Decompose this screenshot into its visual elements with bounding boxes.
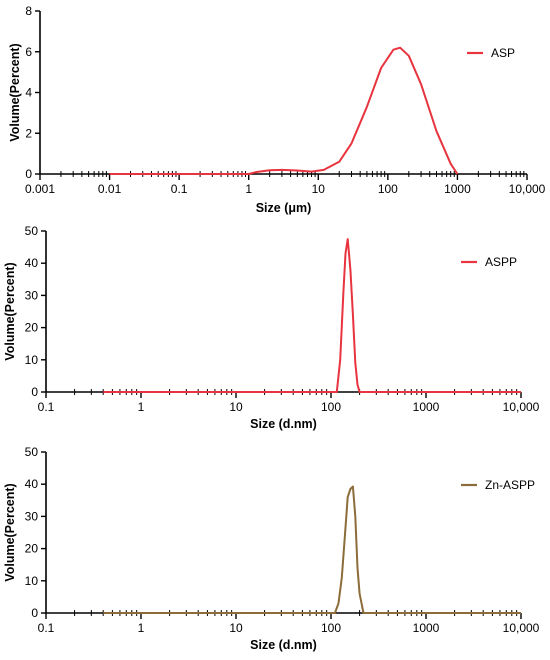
- x-tick-label: 1000: [413, 400, 440, 414]
- y-tick-label: 0: [31, 606, 38, 620]
- x-tick-label: 0.01: [98, 182, 122, 196]
- x-tick-label: 10: [312, 182, 326, 196]
- y-tick-label: 40: [25, 477, 39, 491]
- y-tick-label: 0: [25, 167, 32, 181]
- series-line-zn-aspp: [103, 485, 521, 614]
- x-tick-label: 1: [245, 182, 252, 196]
- x-tick-label: 1: [138, 400, 145, 414]
- y-axis-title: Volume(Percent): [8, 43, 22, 141]
- chart-panel-1: 0 2 4 6 8 0.001 0.01 0.1 1 10 100 1000 10,000 Size (μ…: [8, 4, 546, 215]
- y-tick-label: 10: [25, 353, 39, 367]
- x-axis-title: Size (d.nm): [250, 638, 317, 652]
- y-tick-label: 0: [31, 385, 38, 399]
- x-tick-label: 1000: [444, 182, 471, 196]
- x-tick-label: 10: [229, 621, 243, 635]
- y-tick-label: 4: [25, 86, 32, 100]
- x-axis-title: Size (d.nm): [250, 417, 317, 431]
- x-tick-label: 10,000: [503, 400, 540, 414]
- y-tick-label: 8: [25, 4, 32, 18]
- y-tick-label: 30: [25, 509, 39, 523]
- legend-label: ASPP: [485, 255, 517, 269]
- x-tick-label: 100: [321, 400, 341, 414]
- series-line-aspp: [103, 238, 521, 393]
- x-tick-label: 10,000: [503, 621, 540, 635]
- x-tick-label: 100: [378, 182, 398, 196]
- y-tick-label: 40: [25, 256, 39, 270]
- y-tick-label: 30: [25, 288, 39, 302]
- x-axis-title: Size (μm): [256, 201, 312, 215]
- y-tick-label: 50: [25, 445, 39, 459]
- legend-label: Zn-ASPP: [485, 478, 535, 492]
- y-axis-title: Volume(Percent): [3, 483, 17, 581]
- x-tick-label: 0.1: [38, 621, 55, 635]
- x-tick-label: 100: [321, 621, 341, 635]
- x-tick-label: 0.1: [38, 400, 55, 414]
- x-tick-label: 0.1: [171, 182, 188, 196]
- x-tick-label: 1000: [413, 621, 440, 635]
- chart-panel-3: 0 10 20 30 40 50 0.1 1 10 100 1000 10,000 Size (d.nm…: [3, 445, 540, 652]
- legend-label: ASP: [491, 46, 515, 60]
- x-tick-label: 10: [229, 400, 243, 414]
- y-tick-label: 10: [25, 574, 39, 588]
- series-line-asp: [109, 46, 459, 175]
- y-tick-label: 6: [25, 45, 32, 59]
- x-tick-label: 1: [138, 621, 145, 635]
- y-axis-title: Volume(Percent): [3, 262, 17, 360]
- y-tick-label: 20: [25, 321, 39, 335]
- x-tick-label: 10,000: [509, 182, 546, 196]
- y-tick-label: 20: [25, 542, 39, 556]
- chart-panel-2: 0 10 20 30 40 50 0.1 1 10 100 1000 10,000 Size (d.nm…: [3, 224, 540, 431]
- x-tick-label: 0.001: [25, 182, 55, 196]
- y-tick-label: 50: [25, 224, 39, 238]
- y-tick-label: 2: [25, 126, 32, 140]
